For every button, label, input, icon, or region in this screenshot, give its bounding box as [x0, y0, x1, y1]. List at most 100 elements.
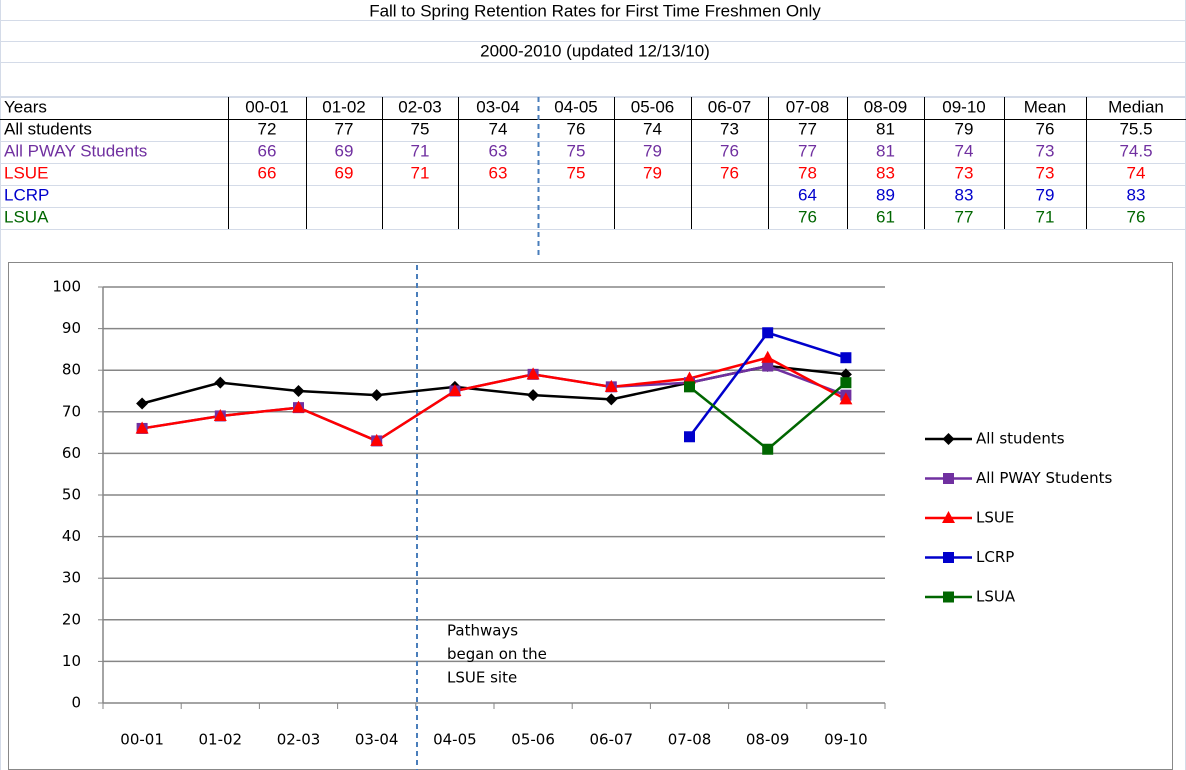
table-cell: 76 — [1127, 207, 1146, 226]
y-tick-label: 0 — [71, 694, 81, 712]
marker — [135, 421, 149, 434]
table-cell: 74 — [643, 119, 662, 138]
table-cell: 61 — [876, 207, 895, 226]
row-label: LSUE — [4, 163, 48, 182]
table-cell: 77 — [335, 119, 354, 138]
header-cell: 06-07 — [708, 97, 751, 116]
header-cell: Median — [1108, 97, 1164, 116]
table-cell: 63 — [489, 163, 508, 182]
table-cell: 77 — [798, 119, 817, 138]
marker — [214, 376, 227, 389]
row-label: LSUA — [4, 207, 49, 226]
marker — [683, 371, 696, 384]
table-cell: 75 — [567, 163, 586, 182]
marker — [527, 389, 540, 402]
marker — [839, 392, 853, 405]
table-cell: 77 — [798, 141, 817, 160]
y-tick-label: 10 — [62, 652, 81, 670]
marker — [943, 473, 954, 484]
table-cell: 73 — [1036, 163, 1055, 182]
header-cell: 04-05 — [554, 97, 597, 116]
header-cell: Years — [4, 97, 47, 116]
table-cell: 83 — [1127, 185, 1146, 204]
marker — [942, 511, 955, 523]
table-cell: 89 — [876, 185, 895, 204]
table-cell: 76 — [567, 119, 586, 138]
table-cell: 76 — [720, 163, 739, 182]
table-cell: 66 — [258, 141, 277, 160]
annotation: LSUE site — [447, 669, 517, 687]
table-cell: 74.5 — [1119, 141, 1152, 160]
marker — [448, 384, 462, 396]
marker — [840, 352, 852, 364]
row-label: All students — [4, 119, 92, 138]
table-cell: 75.5 — [1119, 119, 1152, 138]
table-cell: 69 — [335, 141, 354, 160]
table-cell: 73 — [955, 163, 974, 182]
y-tick-label: 90 — [62, 319, 81, 337]
y-tick-label: 100 — [52, 278, 81, 296]
x-tick-label: 06-07 — [590, 731, 634, 749]
table-cell: 72 — [258, 119, 277, 138]
row-label: All PWAY Students — [4, 141, 147, 160]
x-tick-label: 00-01 — [120, 731, 164, 749]
chart: 0 10 20 30 40 50 60 70 80 90 100 00-01 01-02 02-03 03-… — [52, 265, 1112, 770]
marker — [762, 360, 774, 372]
table-cell: 63 — [489, 141, 508, 160]
table-cell: 79 — [643, 141, 662, 160]
table-cell: 74 — [955, 141, 974, 160]
marker — [840, 377, 852, 389]
chart-frame — [8, 262, 1173, 770]
marker — [136, 397, 149, 410]
y-tick-label: 60 — [62, 444, 81, 462]
marker — [762, 327, 774, 339]
marker — [292, 385, 305, 397]
legend-label: LSUA — [976, 588, 1016, 606]
header-cell: 01-02 — [322, 97, 365, 116]
marker — [761, 350, 775, 363]
series-line — [141, 356, 847, 443]
marker — [762, 443, 774, 455]
header-cell: 08-09 — [864, 97, 907, 116]
table-cell: 74 — [1127, 163, 1146, 182]
header-cell: Mean — [1024, 97, 1067, 116]
marker — [943, 552, 954, 563]
table-cell: 75 — [411, 119, 430, 138]
x-tick-label: 05-06 — [511, 731, 555, 749]
x-tick-label: 01-02 — [199, 731, 243, 749]
header-cell: 07-08 — [786, 97, 829, 116]
table-cell: 83 — [955, 185, 974, 204]
table-cell: 81 — [876, 141, 895, 160]
marker — [526, 367, 540, 380]
y-tick-label: 80 — [62, 361, 81, 379]
x-tick-label: 09-10 — [824, 731, 868, 749]
header-cell: 02-03 — [398, 97, 441, 116]
table-subtitle: 2000-2010 (updated 12/13/10) — [480, 41, 710, 60]
x-tick-label: 08-09 — [746, 731, 790, 749]
table-cell: 69 — [335, 163, 354, 182]
y-tick-label: 20 — [62, 610, 81, 628]
y-tick-label: 50 — [62, 486, 81, 504]
marker — [942, 433, 955, 445]
legend-label: LSUE — [976, 509, 1014, 527]
table-cell: 83 — [876, 163, 895, 182]
table-cell: 64 — [798, 185, 817, 204]
table-cell: 71 — [411, 141, 430, 160]
table-cell: 76 — [720, 141, 739, 160]
table-cell: 81 — [876, 119, 895, 138]
table-cell: 79 — [1036, 185, 1055, 204]
table-cell: 76 — [798, 207, 817, 226]
marker — [605, 393, 618, 406]
y-tick-label: 70 — [62, 402, 81, 420]
table-cell: 71 — [411, 163, 430, 182]
marker — [370, 389, 383, 402]
table-cell: 75 — [567, 141, 586, 160]
header-cell: 05-06 — [631, 97, 674, 116]
annotation: began on the — [447, 645, 547, 663]
y-tick-label: 30 — [62, 569, 81, 587]
table-cell: 73 — [1036, 141, 1055, 160]
table-cell: 76 — [1036, 119, 1055, 138]
legend-label: All students — [976, 430, 1065, 448]
marker — [370, 433, 384, 446]
header-cell: 09-10 — [942, 97, 985, 116]
